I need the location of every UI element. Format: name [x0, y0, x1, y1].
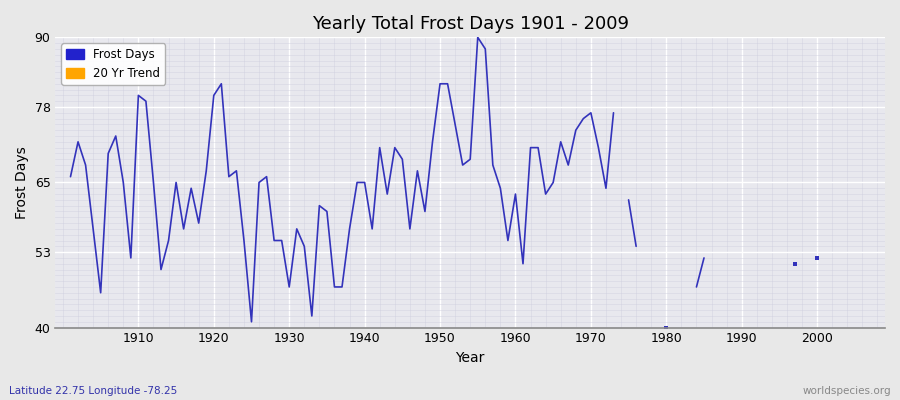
Text: Latitude 22.75 Longitude -78.25: Latitude 22.75 Longitude -78.25 [9, 386, 177, 396]
Title: Yearly Total Frost Days 1901 - 2009: Yearly Total Frost Days 1901 - 2009 [311, 15, 629, 33]
Y-axis label: Frost Days: Frost Days [15, 146, 29, 219]
Legend: Frost Days, 20 Yr Trend: Frost Days, 20 Yr Trend [61, 43, 165, 84]
Text: worldspecies.org: worldspecies.org [803, 386, 891, 396]
X-axis label: Year: Year [455, 351, 485, 365]
